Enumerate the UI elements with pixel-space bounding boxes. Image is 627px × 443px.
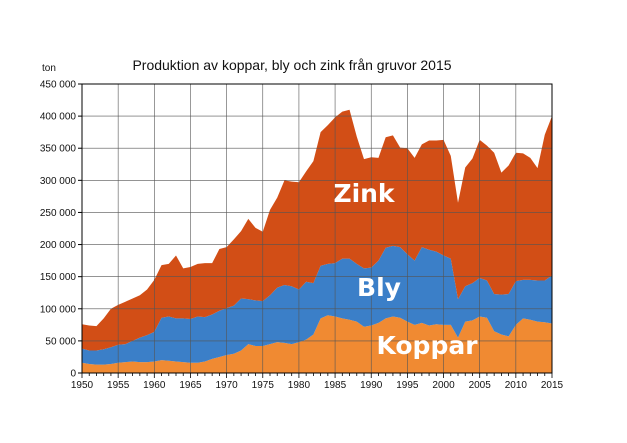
x-tick-label: 1950 [71,380,94,391]
x-tick-label: 1995 [396,380,419,391]
x-tick-label: 1990 [360,380,383,391]
chart-title: Produktion av koppar, bly och zink från … [132,57,451,73]
y-tick-label: 200 000 [40,240,77,251]
y-tick-label: 250 000 [40,208,77,219]
x-tick-label: 1965 [179,380,202,391]
x-tick-label: 2000 [432,380,455,391]
y-tick-label: 0 [70,369,76,380]
series-label-bly: Bly [357,273,401,302]
series-labels: Zink Bly Koppar [333,179,478,360]
y-tick-label: 100 000 [40,304,77,315]
x-tick-label: 2005 [469,380,492,391]
x-tick-label: 1955 [107,380,130,391]
area-series-koppar [82,315,552,373]
area-series-bly [82,245,552,365]
x-axis: 1950 1955 1960 1965 1970 1975 1980 1985 1990 1995… [71,373,564,391]
area-layer [82,109,552,373]
x-tick-label: 1970 [215,380,238,391]
y-axis-unit-label: ton [42,63,56,74]
x-tick-label: 1980 [288,380,311,391]
series-label-zink: Zink [333,179,395,208]
area-series-zink [82,109,552,351]
x-tick-label: 1975 [252,380,275,391]
y-tick-label: 300 000 [40,176,77,187]
x-tick-label: 2015 [541,380,564,391]
x-tick-label: 1960 [143,380,166,391]
plot-frame [81,83,553,374]
y-tick-label: 450 000 [40,80,77,91]
y-tick-label: 150 000 [40,272,77,283]
x-tick-label: 2010 [505,380,528,391]
series-label-koppar: Koppar [376,331,478,360]
y-tick-label: 50 000 [45,336,76,347]
y-axis: 0 50 000 100 000 150 000 200 000 250 000 300 0… [40,80,82,380]
x-tick-label: 1985 [324,380,347,391]
y-tick-label: 400 000 [40,112,77,123]
y-tick-label: 350 000 [40,144,77,155]
